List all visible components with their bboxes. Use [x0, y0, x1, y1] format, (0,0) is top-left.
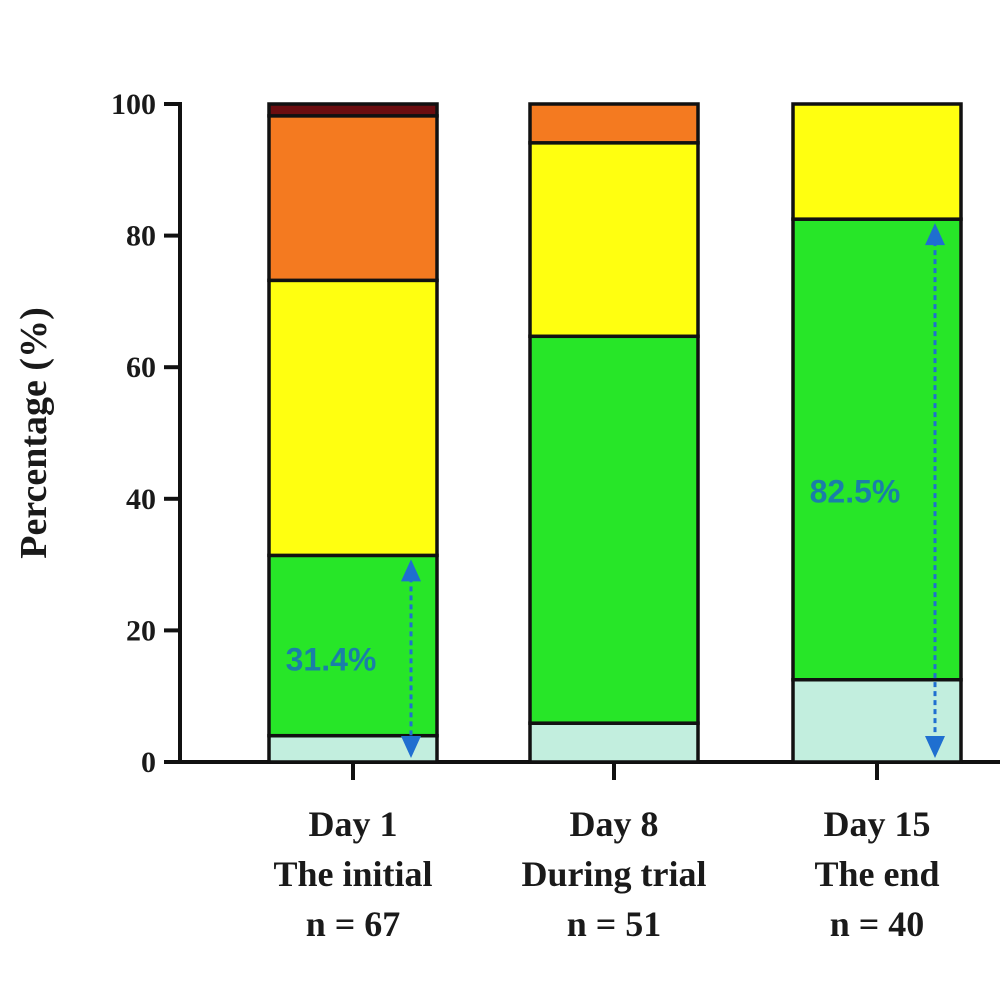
annotation-label: 82.5%: [810, 474, 901, 510]
annotation-label: 31.4%: [286, 642, 377, 678]
annotation-arrowhead-up: [401, 559, 421, 582]
category-label: Day 8: [570, 804, 659, 844]
y-tick-label: 80: [126, 220, 156, 253]
category-label: The end: [814, 854, 939, 894]
category-label: The initial: [273, 854, 432, 894]
category-label: n = 67: [306, 904, 401, 944]
y-tick-label: 20: [126, 614, 156, 647]
bar-segment: [791, 102, 963, 221]
bar-segment: [267, 553, 439, 738]
annotations: 31.4% 82.5%: [286, 223, 945, 758]
labels: 0 20 40 60 80 100 Percentage (%) Day 1 The initi…: [13, 88, 940, 944]
bar-segment: [791, 217, 963, 682]
category-label: n = 40: [830, 904, 925, 944]
category-label: During trial: [522, 854, 707, 894]
category-label: Day 1: [309, 804, 398, 844]
y-tick-label: 60: [126, 351, 156, 384]
bar-segment: [267, 278, 439, 558]
bar-segment: [267, 102, 439, 118]
category-label: Day 15: [824, 804, 931, 844]
bar-segment: [267, 114, 439, 283]
y-tick-label: 100: [111, 88, 156, 121]
bars: [267, 102, 963, 764]
y-axis-title: Percentage (%): [13, 307, 55, 558]
annotation-arrowhead-down: [925, 736, 945, 758]
annotation-arrowhead-up: [925, 223, 945, 246]
bar-segment: [528, 141, 700, 339]
y-tick-label: 40: [126, 483, 156, 516]
annotation-arrowhead-down: [401, 736, 421, 758]
y-tick-label: 0: [141, 746, 156, 779]
bar-segment: [528, 334, 700, 725]
bar-segment: [528, 721, 700, 764]
category-label: n = 51: [567, 904, 662, 944]
bar-segment: [528, 102, 700, 145]
